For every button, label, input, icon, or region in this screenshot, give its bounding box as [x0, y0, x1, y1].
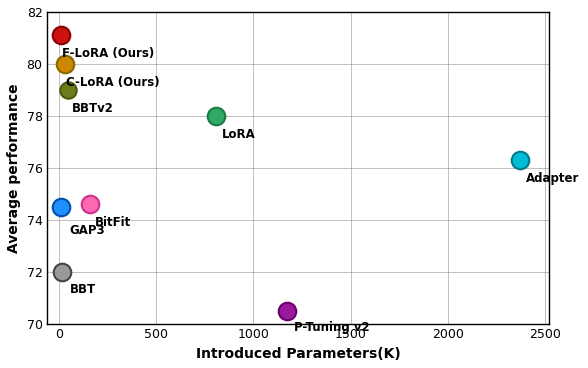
Point [56, 32, 66, 38]
Text: GAP3: GAP3 [70, 224, 105, 237]
Text: P-Tuning v2: P-Tuning v2 [294, 321, 370, 334]
Point [56, 204, 66, 210]
Point [212, 113, 221, 119]
Point [515, 157, 524, 163]
Text: BBT: BBT [70, 283, 96, 296]
Point [85, 201, 95, 207]
Point [63, 87, 72, 93]
Text: LoRA: LoRA [222, 128, 256, 141]
Text: F-LoRA (Ours): F-LoRA (Ours) [62, 47, 154, 60]
Point [57, 269, 66, 275]
Text: C-LoRA (Ours): C-LoRA (Ours) [66, 75, 159, 89]
X-axis label: Introduced Parameters(K): Introduced Parameters(K) [196, 347, 400, 361]
Point [283, 308, 292, 314]
Y-axis label: Average performance: Average performance [7, 83, 21, 252]
Text: BBTv2: BBTv2 [72, 102, 113, 114]
Text: Adapter: Adapter [526, 172, 579, 185]
Point [60, 61, 69, 67]
Text: BitFit: BitFit [95, 216, 131, 229]
